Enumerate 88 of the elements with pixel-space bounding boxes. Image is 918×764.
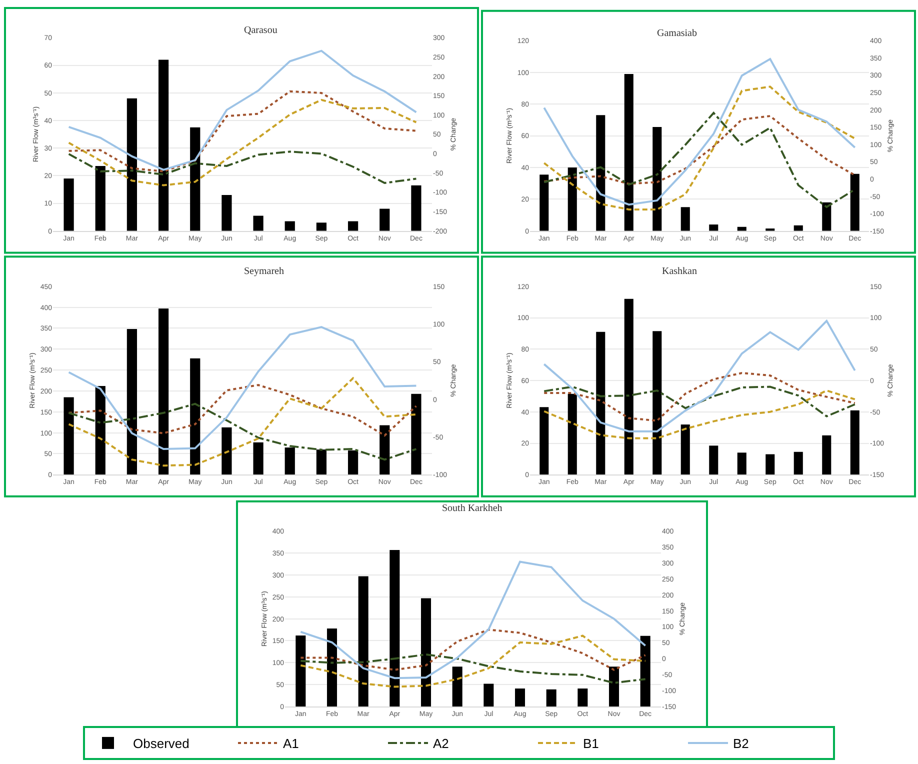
bar bbox=[514, 688, 526, 706]
bar bbox=[568, 394, 577, 475]
chart-title: Qarasou bbox=[244, 25, 278, 36]
line-series bbox=[300, 634, 646, 688]
chart-title: Gamasiab bbox=[657, 28, 697, 39]
bar bbox=[484, 684, 494, 706]
legend-label: A2 bbox=[433, 736, 449, 752]
bar bbox=[766, 454, 775, 475]
line-series bbox=[543, 390, 856, 440]
line-series bbox=[68, 98, 418, 186]
bar bbox=[680, 207, 690, 231]
line-series bbox=[300, 628, 646, 671]
bar bbox=[822, 435, 832, 475]
bar bbox=[326, 628, 338, 706]
bar bbox=[316, 222, 327, 231]
bar bbox=[253, 216, 264, 231]
bar bbox=[390, 550, 400, 706]
bar bbox=[190, 127, 200, 231]
bar bbox=[709, 224, 718, 231]
line-series bbox=[68, 384, 418, 436]
line-series bbox=[543, 86, 856, 210]
bar bbox=[652, 127, 662, 231]
bar bbox=[794, 225, 803, 231]
line-series bbox=[543, 58, 856, 206]
bar bbox=[158, 308, 169, 475]
bar bbox=[546, 689, 556, 706]
bar bbox=[158, 60, 169, 231]
bar bbox=[794, 452, 803, 475]
bar bbox=[568, 167, 577, 231]
legend-label: B2 bbox=[733, 736, 749, 752]
bar bbox=[411, 185, 422, 231]
bar bbox=[420, 598, 432, 706]
bar bbox=[358, 576, 368, 706]
bar bbox=[709, 446, 718, 475]
bar bbox=[540, 407, 549, 475]
legend-label: Observed bbox=[133, 736, 190, 752]
bar bbox=[596, 115, 606, 231]
bar bbox=[126, 329, 138, 475]
line-series bbox=[68, 402, 418, 461]
bar bbox=[222, 195, 232, 231]
bar bbox=[190, 358, 200, 475]
chart-title: South Karkheh bbox=[442, 503, 502, 514]
bar bbox=[822, 202, 832, 231]
bar bbox=[608, 666, 620, 706]
line-series bbox=[68, 377, 418, 467]
line-series bbox=[300, 560, 646, 680]
chart-title: Seymareh bbox=[244, 266, 284, 277]
bar bbox=[222, 427, 232, 475]
bar bbox=[411, 394, 422, 475]
bar bbox=[348, 450, 358, 475]
line-series bbox=[543, 115, 856, 185]
line-series bbox=[543, 386, 856, 418]
line-series bbox=[68, 90, 418, 172]
bar bbox=[596, 332, 606, 475]
bar bbox=[578, 688, 588, 706]
bar bbox=[680, 424, 690, 475]
legend-label: B1 bbox=[583, 736, 599, 752]
bar bbox=[95, 386, 106, 475]
bar bbox=[284, 447, 295, 475]
bar bbox=[624, 298, 634, 475]
bar bbox=[296, 635, 306, 706]
bar bbox=[380, 208, 390, 231]
bar bbox=[316, 450, 327, 475]
bar bbox=[640, 636, 650, 706]
bar bbox=[652, 331, 662, 475]
bar bbox=[64, 397, 74, 475]
line-series bbox=[68, 150, 418, 184]
legend-label: A1 bbox=[283, 736, 299, 752]
bar bbox=[850, 410, 860, 475]
line-series bbox=[68, 50, 418, 171]
line-series bbox=[543, 112, 856, 208]
bar bbox=[452, 666, 462, 706]
line-series bbox=[300, 654, 646, 684]
chart-title: Kashkan bbox=[662, 266, 697, 277]
bar bbox=[64, 178, 74, 231]
bar bbox=[624, 74, 634, 231]
bar bbox=[380, 425, 390, 475]
bar bbox=[284, 221, 295, 231]
bar bbox=[737, 452, 746, 475]
bar bbox=[126, 98, 138, 231]
line-series bbox=[68, 326, 418, 450]
bar bbox=[95, 166, 106, 231]
bar bbox=[253, 442, 264, 475]
bar bbox=[348, 221, 358, 231]
line-series bbox=[543, 320, 856, 432]
line-series bbox=[543, 372, 856, 422]
bar bbox=[540, 174, 549, 231]
bar bbox=[850, 174, 860, 231]
